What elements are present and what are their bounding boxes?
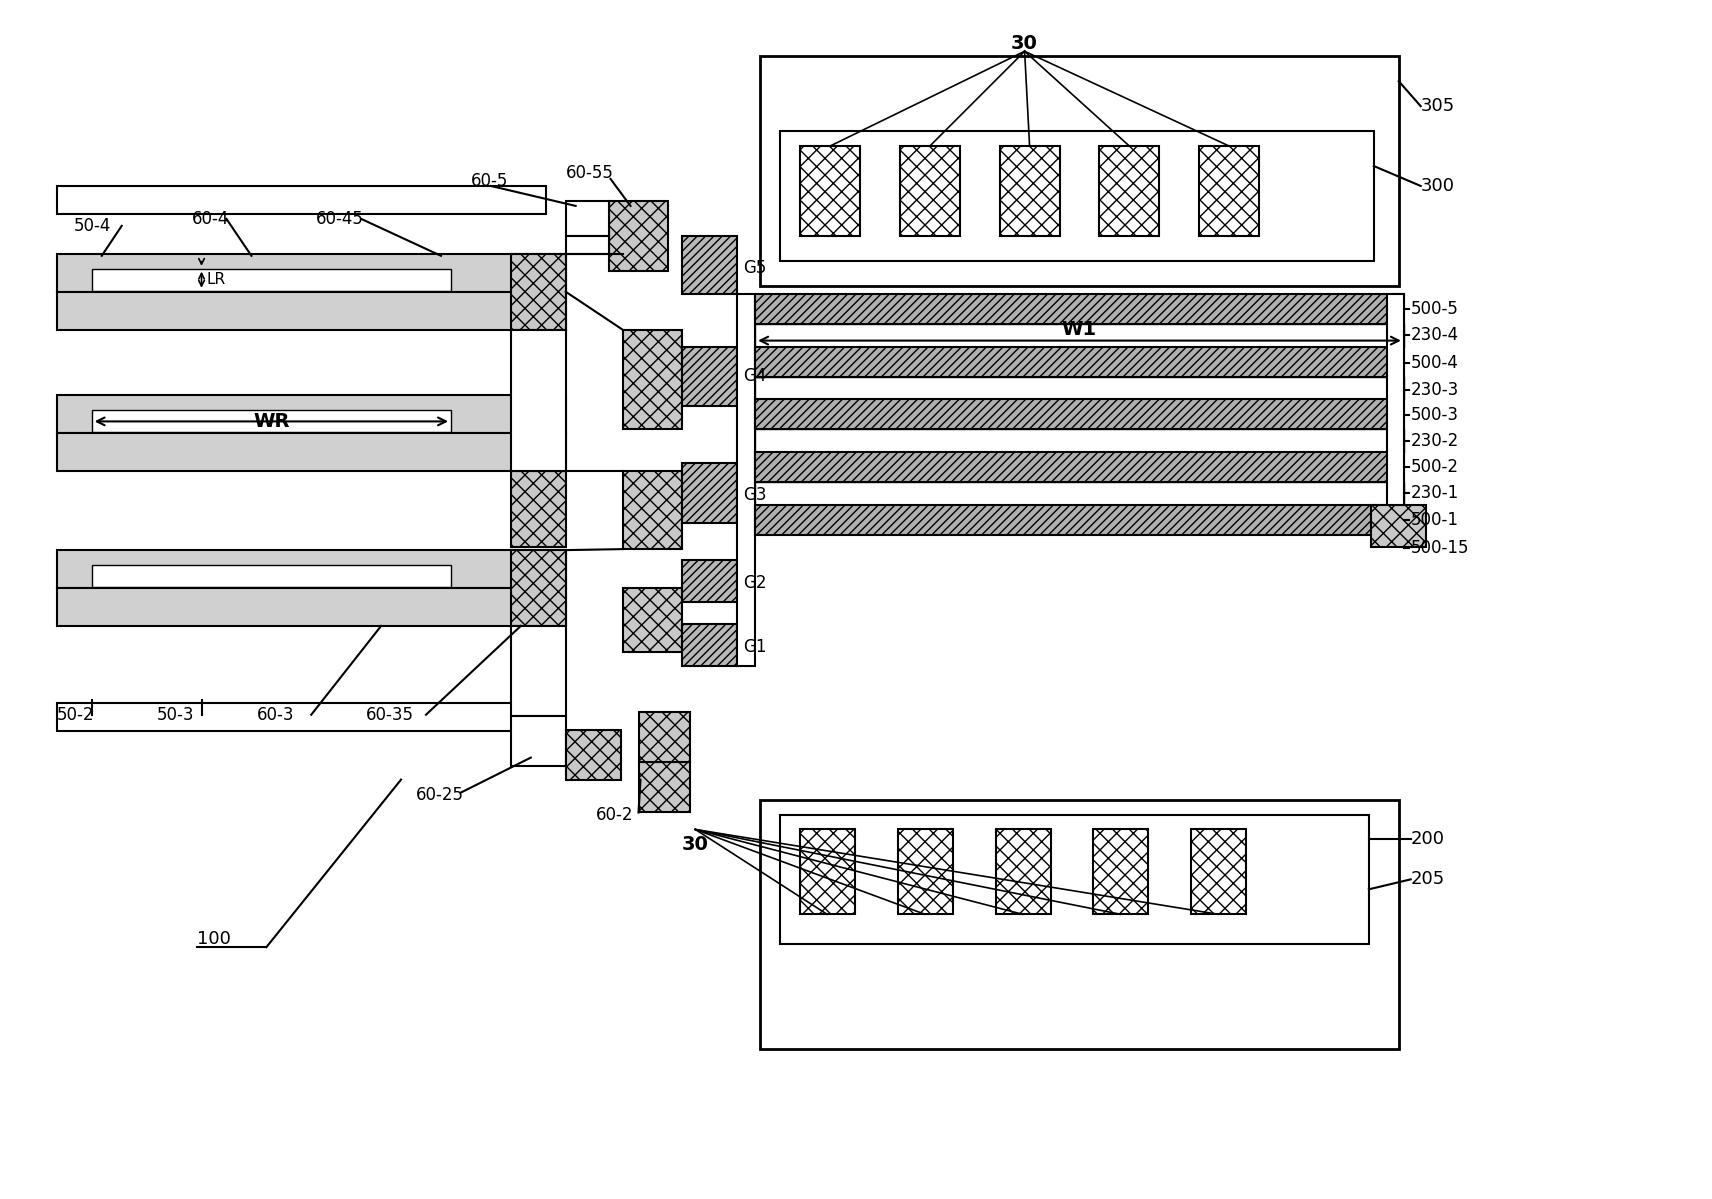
Bar <box>56 396 565 433</box>
Bar <box>510 254 565 330</box>
Text: G1: G1 <box>743 638 767 656</box>
Text: 60-4: 60-4 <box>192 210 229 228</box>
Text: 50-4: 50-4 <box>74 217 111 235</box>
Text: G3: G3 <box>743 487 767 505</box>
Bar <box>1198 146 1258 236</box>
Text: 60-35: 60-35 <box>366 706 414 724</box>
Text: 500-5: 500-5 <box>1411 300 1459 318</box>
Bar <box>92 269 450 290</box>
Text: 100: 100 <box>197 930 231 948</box>
Text: G2: G2 <box>743 574 767 592</box>
Bar <box>683 560 738 602</box>
Bar <box>800 830 854 915</box>
Bar <box>510 330 565 471</box>
Text: 50-2: 50-2 <box>56 706 94 724</box>
Text: 30: 30 <box>1012 34 1037 53</box>
Text: 500-15: 500-15 <box>1411 540 1469 558</box>
Bar <box>510 550 565 626</box>
Bar <box>1192 830 1246 915</box>
Bar <box>755 505 1404 535</box>
Text: 300: 300 <box>1421 177 1455 195</box>
Bar <box>92 565 450 588</box>
Bar <box>996 830 1051 915</box>
Bar <box>56 703 546 730</box>
Bar <box>623 471 683 549</box>
Bar <box>1000 146 1060 236</box>
Text: 500-4: 500-4 <box>1411 354 1459 372</box>
Bar <box>781 814 1370 944</box>
Bar <box>755 347 1404 376</box>
Text: 500-2: 500-2 <box>1411 458 1459 476</box>
Text: 60-55: 60-55 <box>565 164 613 182</box>
Text: G5: G5 <box>743 259 767 277</box>
Bar <box>683 463 738 523</box>
Text: 500-3: 500-3 <box>1411 406 1459 424</box>
Bar <box>897 830 954 915</box>
Bar <box>755 399 1404 429</box>
Bar <box>565 201 608 236</box>
Text: LR: LR <box>207 272 226 288</box>
Bar <box>755 452 1404 482</box>
Bar <box>781 131 1373 261</box>
Bar <box>1099 146 1159 236</box>
Bar <box>760 56 1399 285</box>
Text: 230-1: 230-1 <box>1411 484 1459 502</box>
Text: 60-25: 60-25 <box>416 785 464 803</box>
Text: 230-2: 230-2 <box>1411 433 1459 451</box>
Text: 30: 30 <box>681 835 709 854</box>
Text: W1: W1 <box>1061 320 1097 338</box>
Bar <box>800 146 859 236</box>
Text: 60-3: 60-3 <box>257 706 294 724</box>
Bar <box>608 201 668 271</box>
Text: 50-3: 50-3 <box>156 706 193 724</box>
Bar <box>510 626 565 716</box>
Bar <box>56 588 565 626</box>
Bar <box>56 291 565 330</box>
Bar <box>683 347 738 406</box>
Bar <box>623 330 683 429</box>
Text: 200: 200 <box>1411 831 1445 849</box>
Bar <box>755 324 1404 347</box>
Text: G4: G4 <box>743 367 767 385</box>
Bar <box>639 761 690 812</box>
Bar <box>56 550 565 588</box>
Text: WR: WR <box>253 412 289 430</box>
Text: 205: 205 <box>1411 870 1445 888</box>
Bar <box>92 410 450 433</box>
Bar <box>56 433 565 471</box>
Bar <box>1387 294 1404 535</box>
Bar <box>1371 505 1426 547</box>
Bar <box>56 186 546 213</box>
Bar <box>56 254 565 291</box>
Bar <box>755 429 1404 452</box>
Bar <box>738 294 755 665</box>
Bar <box>623 588 683 652</box>
Bar <box>565 236 608 254</box>
Bar <box>510 716 565 766</box>
Bar <box>755 482 1404 505</box>
Bar <box>683 623 738 665</box>
Bar <box>760 800 1399 1049</box>
Text: 60-5: 60-5 <box>471 171 508 189</box>
Bar <box>755 294 1404 324</box>
Text: 60-45: 60-45 <box>317 210 365 228</box>
Text: 230-3: 230-3 <box>1411 381 1459 399</box>
Bar <box>1094 830 1149 915</box>
Bar <box>901 146 960 236</box>
Text: 230-4: 230-4 <box>1411 326 1459 344</box>
Bar <box>639 712 690 761</box>
Bar <box>755 376 1404 399</box>
Bar <box>683 236 738 294</box>
Bar <box>510 471 565 547</box>
Text: 60-2: 60-2 <box>596 806 633 824</box>
Text: 500-1: 500-1 <box>1411 511 1459 529</box>
Text: 305: 305 <box>1421 97 1455 115</box>
Bar <box>565 730 620 779</box>
